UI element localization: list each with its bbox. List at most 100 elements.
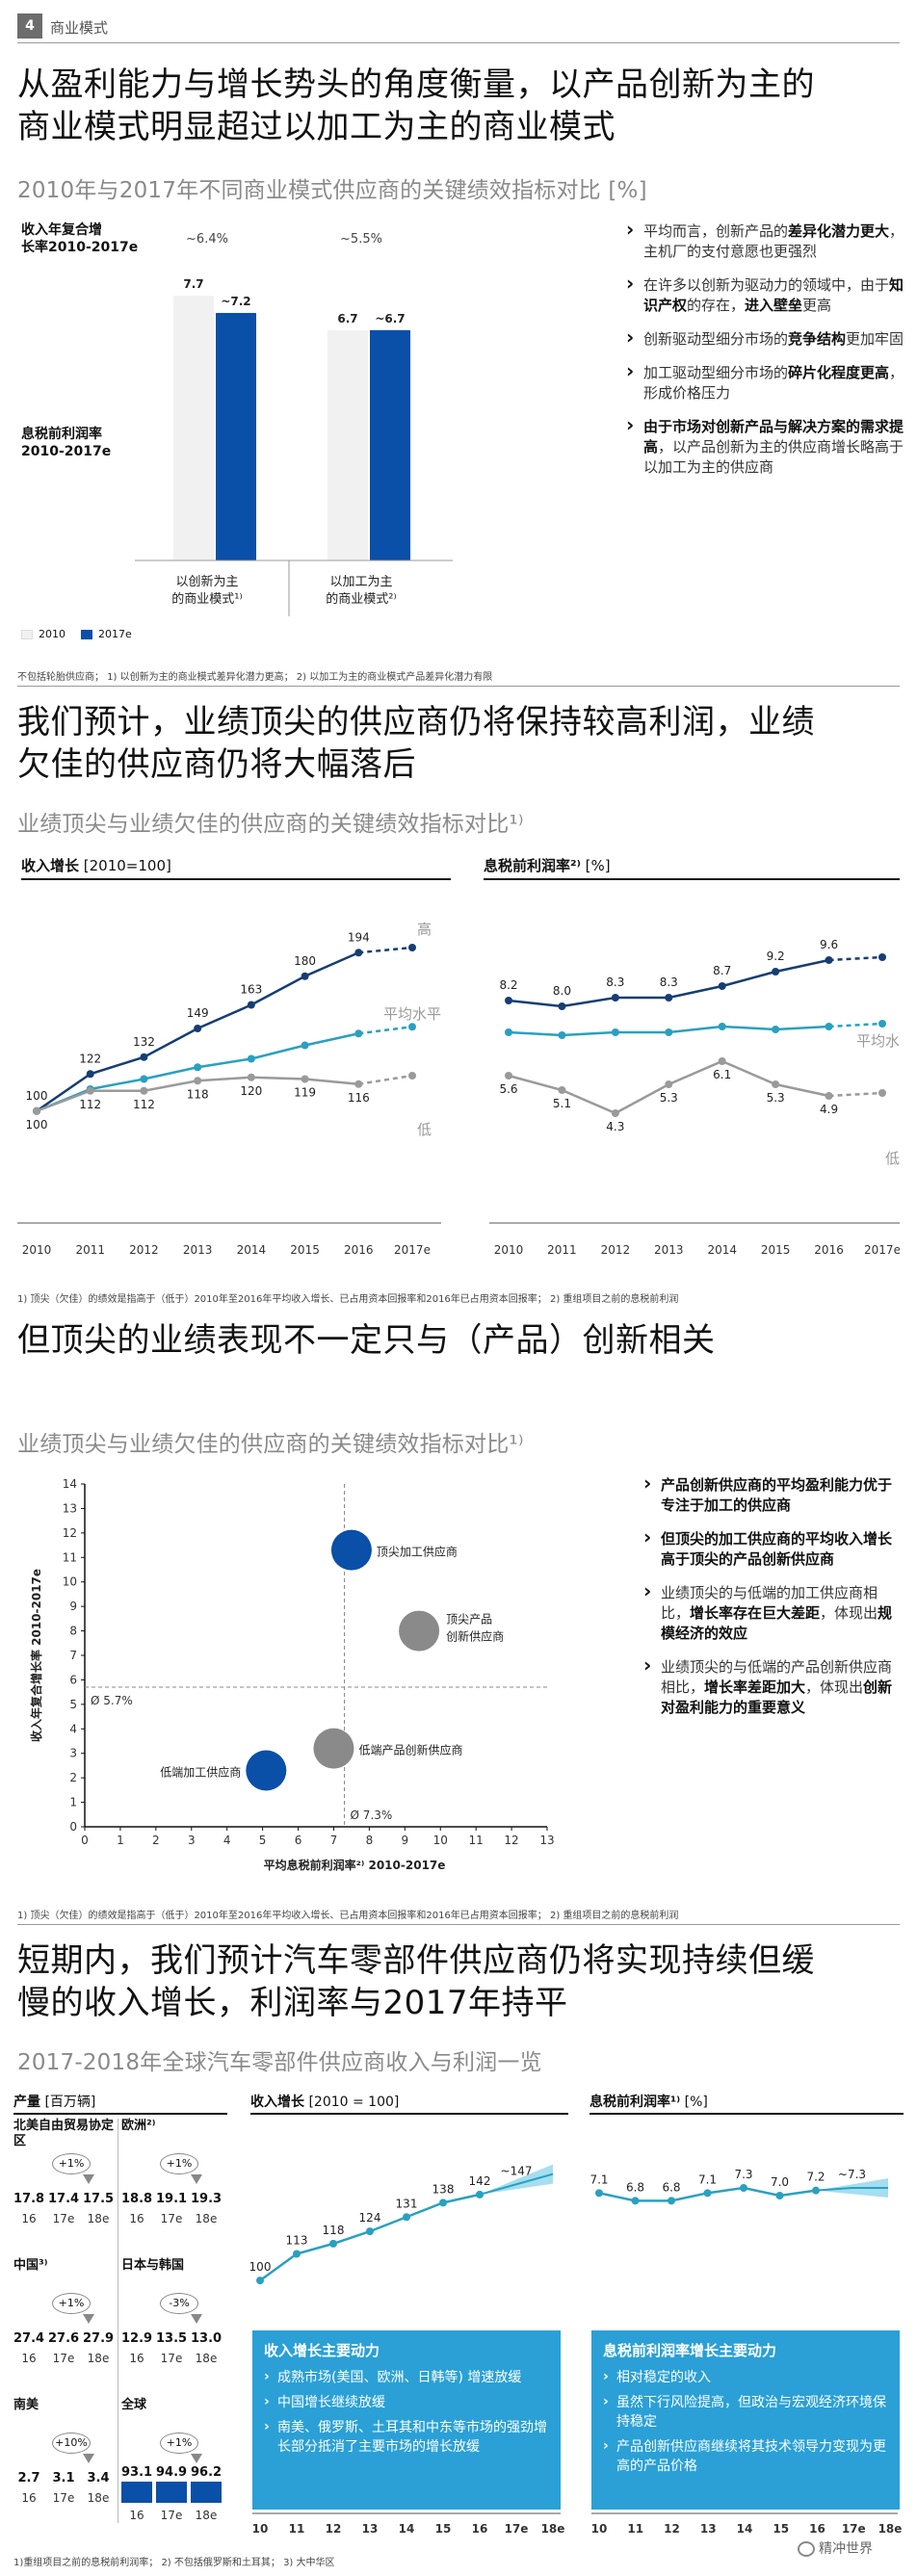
s2r-pt-2-1	[558, 1086, 566, 1094]
s2r-lbl-0-5: 9.2	[767, 950, 785, 963]
region-change-arrow-4	[83, 2454, 94, 2463]
s2l-pt-0-3	[194, 1025, 202, 1032]
s4-xtick-1-1: 11	[627, 2522, 643, 2536]
s3-ytick-6: 6	[69, 1673, 77, 1686]
s2l-pt-2-0	[33, 1106, 40, 1115]
s2r-lbl-2-1: 5.1	[553, 1097, 571, 1110]
s3-ytick-7: 7	[69, 1649, 77, 1662]
region-value-2-2: 27.9	[83, 2331, 115, 2346]
s3-xtick-10: 10	[433, 1834, 448, 1847]
s4g-lbl-3: 124	[359, 2211, 381, 2225]
bar-0-1	[216, 312, 256, 560]
region-name-2: 中国³⁾	[13, 2258, 48, 2273]
s2l-pt-1-2	[140, 1075, 148, 1083]
region-1: 欧洲²⁾ +1% 18.8 19.1 19.3 16 17e 18e	[121, 2119, 225, 2253]
s3-bullet-1: 但顶尖的加工供应商的平均收入增长高于顶尖的产品创新供应商	[643, 1527, 905, 1570]
s2-title: 我们预计，业绩顶尖的供应商仍将保持较高利润，业绩 欠佳的供应商仍将大幅落后	[17, 703, 815, 784]
region-bar-5-1	[156, 2482, 187, 2503]
s3-point-label-0: 顶尖加工供应商	[377, 1545, 458, 1559]
s4g-pt-5	[439, 2199, 447, 2207]
region-value-5-0: 93.1	[121, 2465, 153, 2480]
s3-point-0	[330, 1529, 372, 1571]
s2l-lbl-0-0: 100	[26, 1089, 48, 1103]
s2l-lbl-2-2: 112	[133, 1098, 155, 1111]
s2l-lbl-0-4: 163	[240, 983, 262, 997]
s2r-pt-0-7	[878, 953, 886, 961]
s2-xtick-0-5: 2015	[290, 1243, 320, 1257]
s2-left-label-avg: 平均水平	[383, 1005, 441, 1023]
s2-xtick-1-2: 2012	[601, 1243, 631, 1257]
s3-point-label-2: 低端产品创新供应商	[358, 1743, 462, 1757]
s2r-pt-2-5	[772, 1080, 780, 1088]
s4-xtick-0-7: 17e	[505, 2522, 529, 2536]
s3-ytick-1: 1	[69, 1796, 77, 1809]
region-value-1-2: 19.3	[191, 2192, 223, 2206]
s2l-pt-2-3	[194, 1077, 202, 1085]
s4-xtick-1-0: 10	[591, 2522, 608, 2536]
s2r-lbl-2-0: 5.6	[499, 1082, 517, 1096]
s4m-pt-0	[595, 2189, 603, 2198]
s2-xtick-1-1: 2011	[547, 1243, 577, 1257]
s2-left-label-low: 低	[417, 1121, 432, 1138]
region-year-0-1: 17e	[52, 2212, 75, 2225]
region-5: 全球 +1% 93.1 94.9 96.2 16 17e 18e	[121, 2398, 225, 2533]
s1-bullet-2: 创新驱动型细分市场的竞争结构更加牢固	[626, 327, 905, 350]
s2r-pt-1-3	[665, 1028, 673, 1036]
s3-divider	[17, 1924, 900, 1925]
region-value-5-1: 94.9	[156, 2465, 188, 2480]
s3-footnote: 1) 顶尖（欠佳）的绩效是指高于（低于）2010年至2016年平均收入增长、已占…	[17, 1911, 679, 1921]
s2-right-rule	[484, 878, 900, 880]
s4-growth-chart: 100 113 118 124 131 138 142 ~147	[250, 2164, 554, 2285]
region-change-arrow-1	[191, 2174, 202, 2184]
s3-xtick-6: 6	[295, 1834, 302, 1847]
region-bar-5-2	[191, 2482, 222, 2503]
s1-growth-label: 收入年复合增 长率2010-2017e	[21, 222, 139, 255]
s3-point-1	[399, 1610, 440, 1652]
s3-ytick-8: 8	[69, 1625, 77, 1638]
s1-footnote: 不包括轮胎供应商； 1) 以创新为主的商业模式差异化潜力更高； 2) 以加工为主…	[17, 672, 493, 683]
region-year-3-1: 17e	[160, 2352, 183, 2365]
margin-driver-title: 息税前利润率增长主要动力	[603, 2342, 777, 2359]
region-name-1: 欧洲²⁾	[121, 2119, 156, 2133]
s1-divider	[17, 686, 900, 687]
s3-subtitle: 业绩顶尖与业绩欠佳的供应商的关键绩效指标对比¹⁾	[17, 1432, 524, 1457]
s1-bullet-4: 由于市场对创新产品与解决方案的需求提高，以产品创新为主的供应商增长略高于以加工为…	[626, 415, 905, 478]
s2l-pt-2-5	[301, 1075, 309, 1083]
s1-bullet-3: 加工驱动型细分市场的碎片化程度更高，形成价格压力	[626, 361, 905, 403]
s4m-lbl-2: 6.8	[662, 2180, 680, 2194]
s3-xtick-1: 1	[117, 1834, 124, 1847]
s4-footnote: 1)重组项目之前的息税前利润率； 2) 不包括俄罗斯和土耳其； 3) 大中华区	[13, 2558, 335, 2568]
region-year-1-2: 18e	[195, 2212, 218, 2225]
s3-point-2	[313, 1728, 354, 1769]
s2r-pt-0-2	[611, 994, 619, 1002]
s2r-lbl-0-2: 8.3	[606, 976, 624, 989]
s3-xtick-9: 9	[401, 1834, 408, 1847]
region-year-2-0: 16	[21, 2352, 37, 2365]
s4g-lbl-1: 113	[286, 2234, 308, 2248]
s4g-lbl-4: 131	[396, 2197, 418, 2210]
s4-margin-rule	[590, 2113, 904, 2115]
s2r-pt-2-3	[665, 1080, 673, 1088]
s3-bullet-3: 业绩顶尖的与低端的产品创新供应商相比，增长率差距加大，体现出创新对盈利能力的重要…	[643, 1655, 905, 1718]
region-3: 日本与韩国 -3% 12.9 13.5 13.0 16 17e 18e	[121, 2258, 225, 2393]
s4-prod-rule	[13, 2113, 227, 2115]
s4g-pt-4	[403, 2213, 410, 2222]
s4-margin-title: 息税前利润率¹⁾ [%]	[590, 2095, 708, 2110]
s2-xtick-0-1: 2011	[75, 1243, 105, 1257]
region-year-2-2: 18e	[87, 2352, 110, 2365]
region-value-1-1: 19.1	[156, 2192, 188, 2206]
region-bar-5-0	[121, 2482, 152, 2503]
s2r-line-proj-0	[828, 955, 883, 962]
s4m-lbl-0: 7.1	[590, 2173, 608, 2186]
s3-bullet-0: 产品创新供应商的平均盈利能力优于专注于加工的供应商	[643, 1473, 905, 1516]
s2r-pt-1-6	[825, 1023, 833, 1030]
s4g-pt-1	[293, 2250, 301, 2258]
region-0: 北美自由贸易协定区 +1% 17.8 17.4 17.5 16 17e 18e	[13, 2119, 118, 2253]
s2r-lbl-2-6: 4.9	[820, 1103, 838, 1116]
s3-ytick-13: 13	[63, 1501, 77, 1515]
s4g-pt-2	[329, 2239, 337, 2248]
s2l-pt-1-5	[301, 1041, 309, 1050]
s2l-pt-1-6	[354, 1029, 363, 1038]
s2-xtick-1-5: 2015	[761, 1243, 791, 1257]
s2r-lbl-0-3: 8.3	[660, 976, 678, 989]
